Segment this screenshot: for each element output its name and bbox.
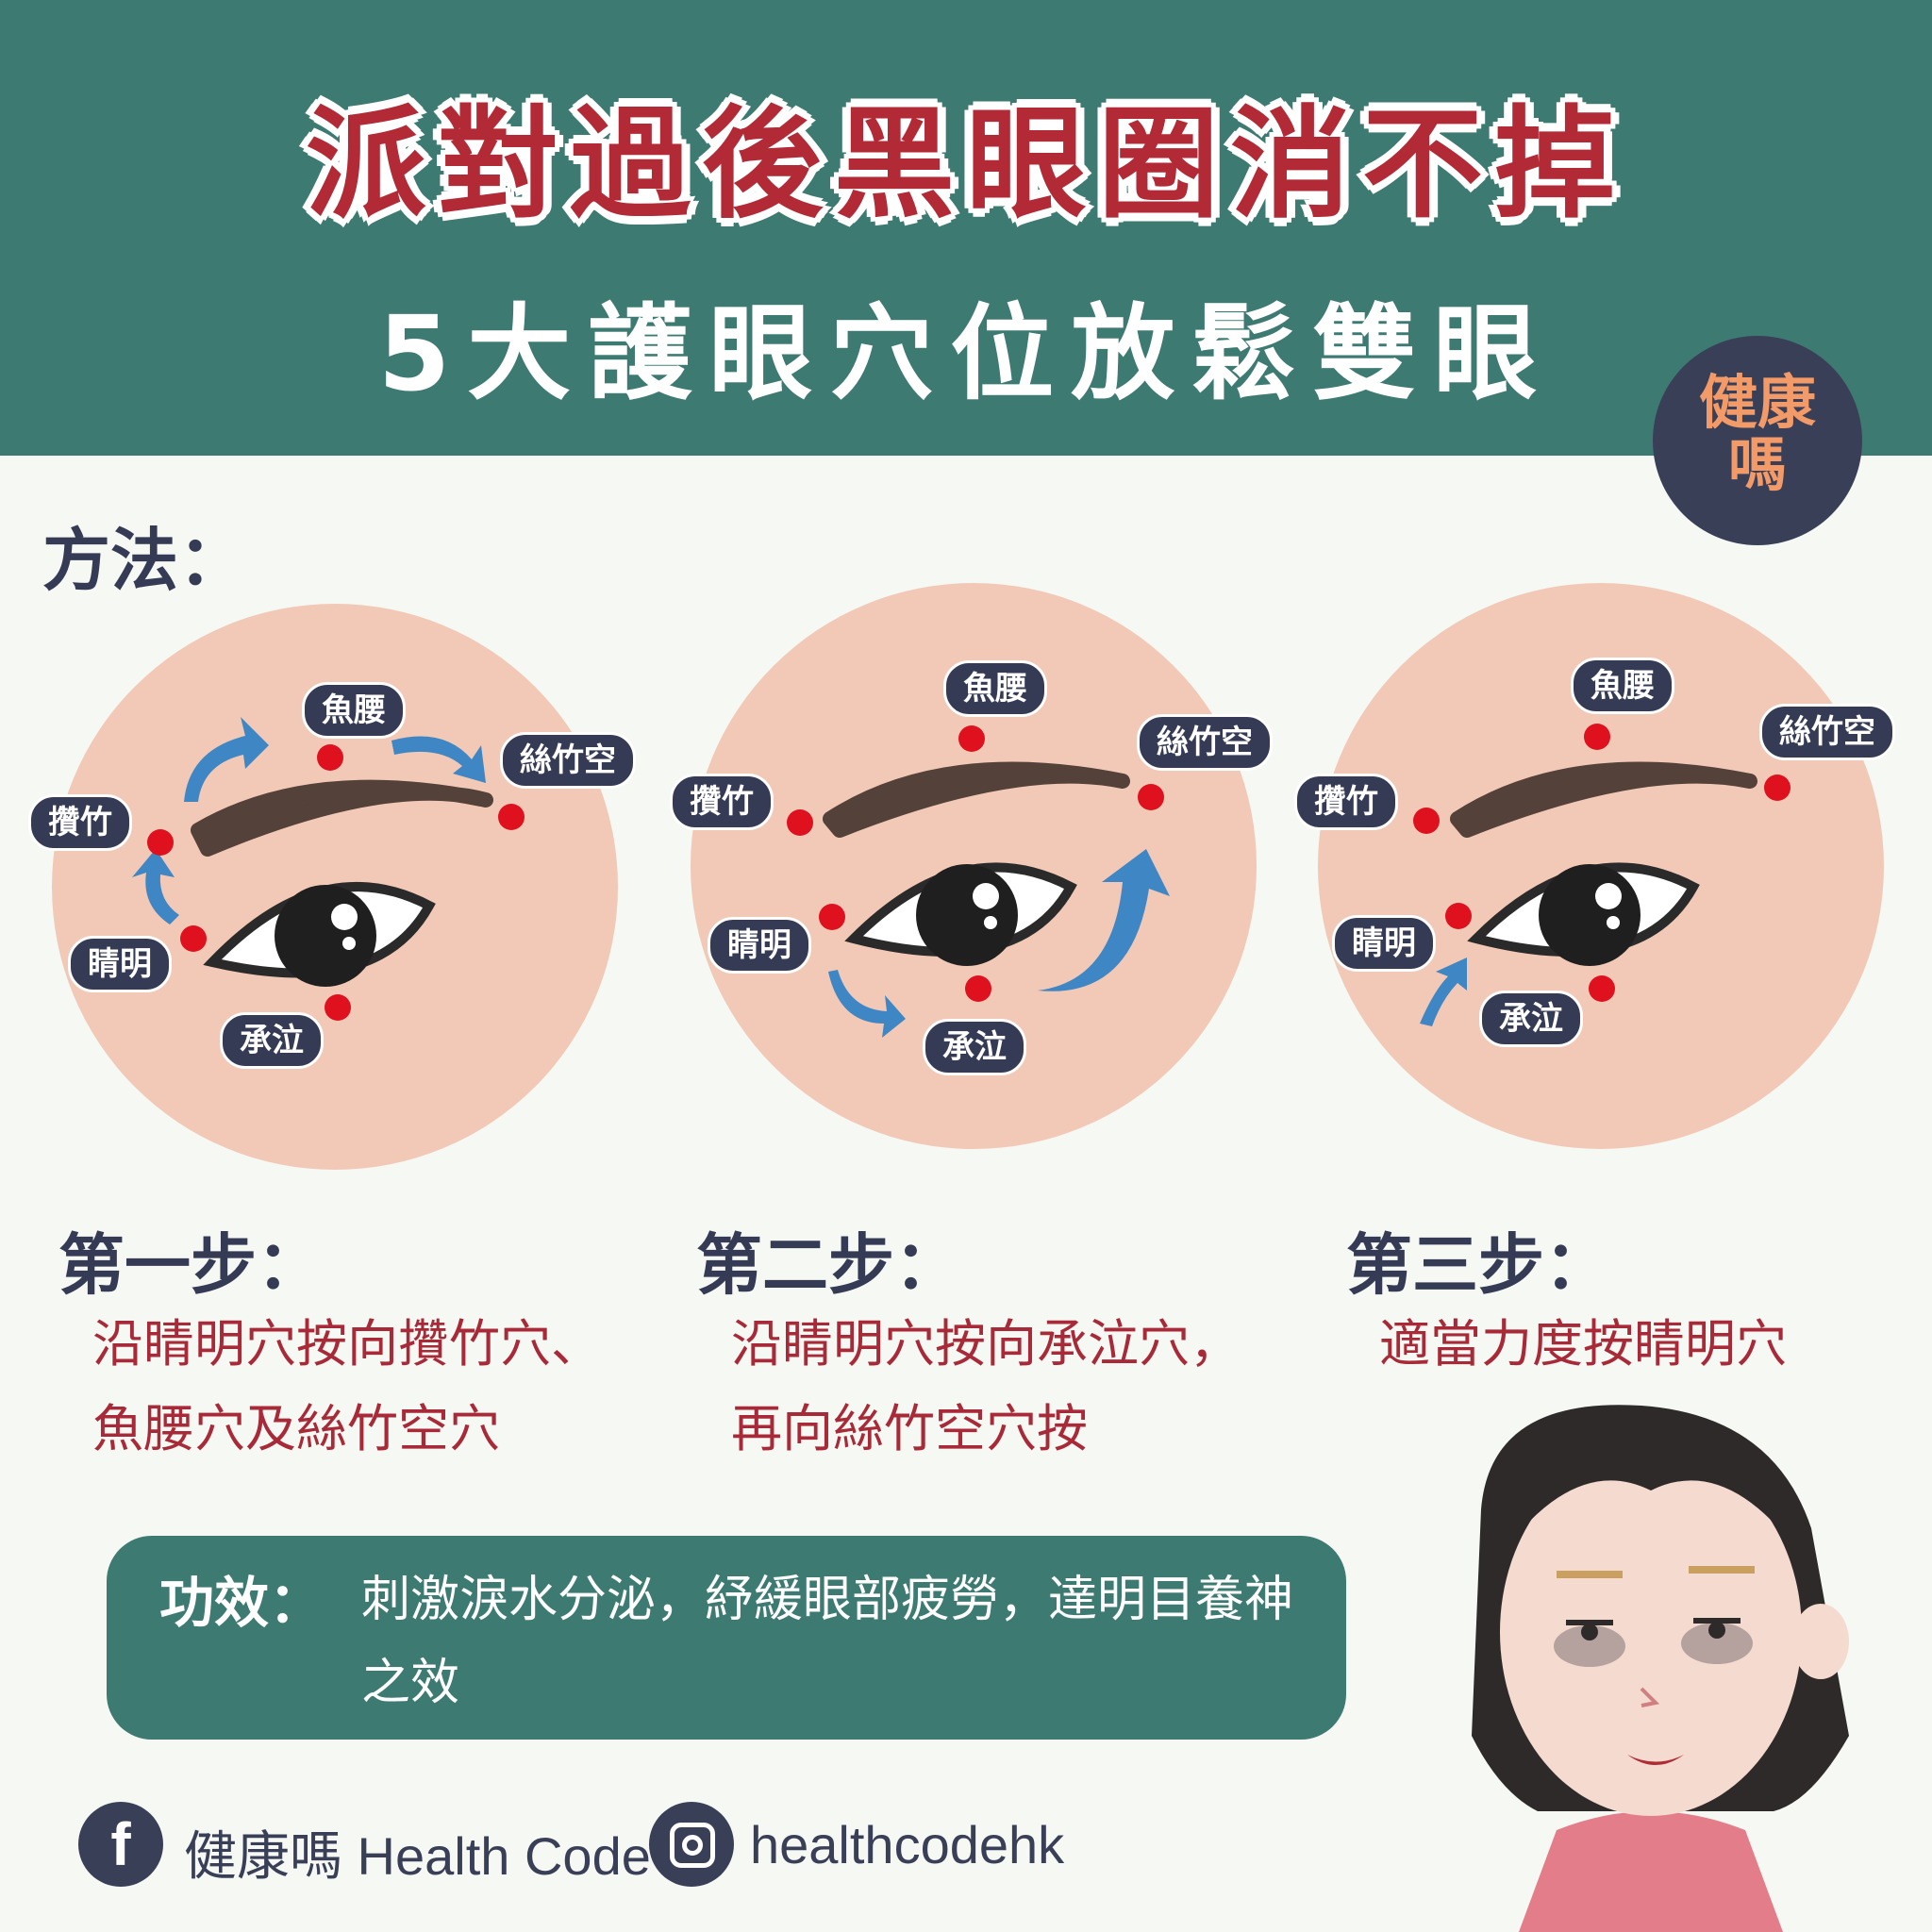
label-sizhukong-2: 絲竹空 (1137, 714, 1273, 771)
arrow-1c (132, 849, 179, 924)
point-sizhukong-1 (498, 804, 525, 830)
effect-label: 功效： (159, 1571, 325, 1635)
step-2-description: 沿睛明穴按向承泣穴， 再向絲竹空穴按 (731, 1314, 1241, 1458)
arrow-3a (1420, 958, 1467, 1026)
label-zanzhu-1: 攢竹 (28, 794, 132, 851)
label-yuyao-2: 魚腰 (943, 660, 1047, 717)
page-title: 派對過後黑眼圈消不掉 (305, 94, 1626, 235)
step-1-title: 第一步： (58, 1226, 323, 1304)
label-zanzhu-3: 攢竹 (1294, 774, 1398, 830)
brand-logo: 健康 嗎 (1653, 336, 1862, 545)
step-1-description: 沿睛明穴按向攢竹穴、 魚腰穴及絲竹空穴 (92, 1314, 602, 1458)
arrow-1b (391, 736, 486, 783)
point-jingming-1 (180, 925, 207, 952)
arrow-2b (1038, 849, 1170, 991)
logo-line-1: 健康 (1698, 368, 1816, 437)
page-subtitle: 5大護眼穴位放鬆雙眼 (377, 293, 1555, 414)
arrow-2a (828, 970, 906, 1038)
label-yuyao-3: 魚腰 (1571, 658, 1674, 714)
effect-box: 功效： 刺激淚水分泌，紓緩眼部疲勞，達明目養神之效 (107, 1536, 1346, 1740)
effect-text: 刺激淚水分泌，紓緩眼部疲勞，達明目養神之效 (361, 1572, 1294, 1711)
label-chengqi-2: 承泣 (923, 1019, 1026, 1075)
label-chengqi-3: 承泣 (1479, 991, 1583, 1047)
label-sizhukong-3: 絲竹空 (1759, 704, 1895, 760)
point-yuyao-1 (317, 744, 343, 771)
header-banner: 派對過後黑眼圈消不掉 5大護眼穴位放鬆雙眼 (0, 0, 1932, 456)
arrow-1a (184, 717, 269, 802)
label-zanzhu-2: 攢竹 (670, 774, 774, 830)
facebook-link[interactable]: 健康嗎 Health Code (184, 1826, 651, 1886)
label-jingming-3: 睛明 (1332, 915, 1436, 972)
label-yuyao-1: 魚腰 (302, 682, 406, 739)
method-label: 方法： (42, 521, 247, 600)
label-jingming-1: 睛明 (68, 936, 172, 992)
logo-line-2: 嗎 (1727, 430, 1787, 499)
facebook-icon[interactable]: f (78, 1802, 163, 1887)
instagram-icon[interactable] (649, 1802, 734, 1887)
eyebrow-1 (191, 779, 493, 857)
label-chengqi-1: 承泣 (220, 1012, 324, 1069)
step-3-title: 第三步： (1346, 1226, 1610, 1304)
step-2-title: 第二步： (696, 1226, 960, 1304)
instagram-link[interactable]: healthcodehk (750, 1815, 1065, 1874)
step-3-description: 適當力度按睛明穴 (1379, 1314, 1787, 1374)
label-jingming-2: 睛明 (708, 917, 811, 974)
eye-1 (203, 882, 436, 987)
label-sizhukong-1: 絲竹空 (500, 732, 636, 789)
point-zanzhu-1 (147, 829, 174, 856)
tired-person-illustration (1415, 1396, 1887, 1932)
point-chengqi-1 (325, 994, 351, 1021)
